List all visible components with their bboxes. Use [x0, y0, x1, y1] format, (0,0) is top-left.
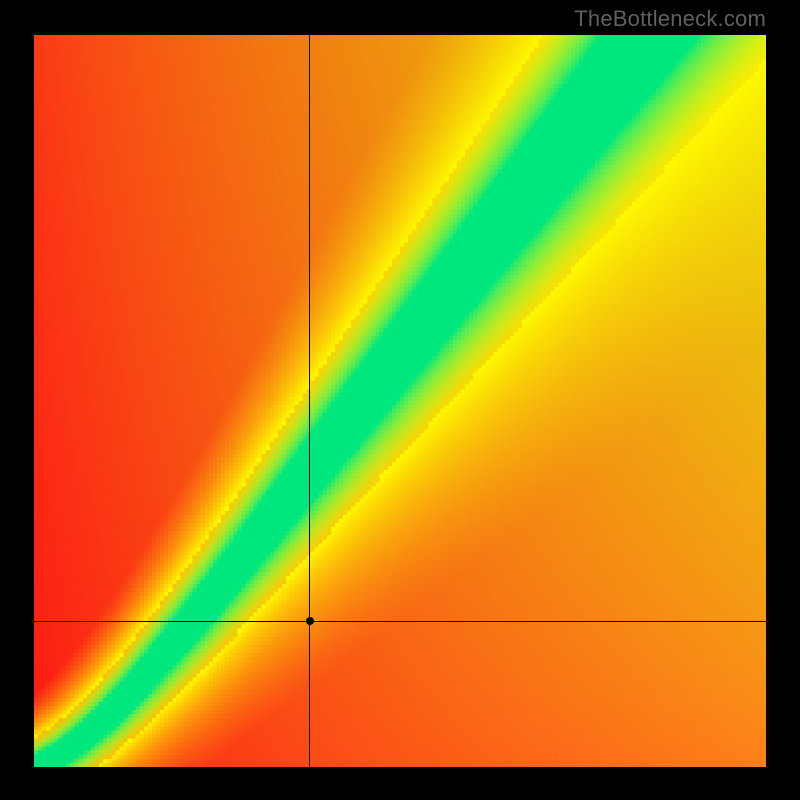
figure-container: TheBottleneck.com	[0, 0, 800, 800]
heatmap-canvas	[34, 35, 766, 767]
crosshair-vertical	[309, 35, 310, 767]
watermark-label: TheBottleneck.com	[574, 6, 766, 32]
crosshair-horizontal	[34, 621, 766, 622]
